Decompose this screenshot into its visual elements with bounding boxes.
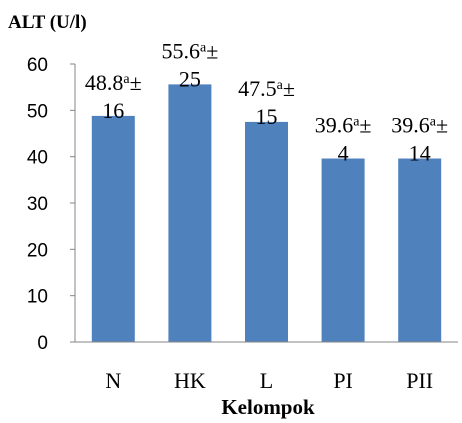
y-tick-label: 50 [27,101,48,122]
bar-pii [398,158,442,342]
data-label-sd: 4 [338,141,349,166]
bar-n [91,115,135,342]
data-label-value: 47.5a± [238,76,295,101]
data-labels: 48.8a± 16 55.6a± 25 47.5a± 15 39.6a± 4 39.6a± 14 [85,38,448,165]
bars [91,84,442,343]
y-tick-label: 30 [27,194,48,215]
x-tick-label: HK [174,368,206,393]
data-label-value: 39.6a± [315,113,372,138]
bar-l [245,121,288,343]
x-tick-label: N [105,368,121,393]
data-label-value: 48.8a± [85,70,142,95]
x-axis-ticks: N HK L PI PII [105,368,433,393]
bar-hk [168,84,212,343]
x-tick-label: PI [333,368,353,393]
y-tick-label: 20 [27,240,48,261]
data-label-sd: 16 [102,98,124,123]
data-label-value: 39.6a± [391,113,448,138]
x-tick-label: PII [406,368,433,393]
x-tick-label: L [260,368,273,393]
bar-pi [321,158,365,342]
y-axis-title: ALT (U/l) [8,12,87,33]
data-label-value: 55.6a± [162,38,219,63]
data-label-sd: 15 [256,104,278,129]
x-axis-title: Kelompok [221,395,315,419]
data-label-sd: 25 [179,66,201,91]
y-axis-ticks: 0 10 20 30 40 50 60 [27,55,75,354]
y-tick-label: 40 [27,148,48,169]
y-tick-label: 10 [27,287,48,308]
y-tick-label: 0 [37,333,48,354]
data-label-sd: 14 [409,141,431,166]
y-tick-label: 60 [27,55,48,76]
